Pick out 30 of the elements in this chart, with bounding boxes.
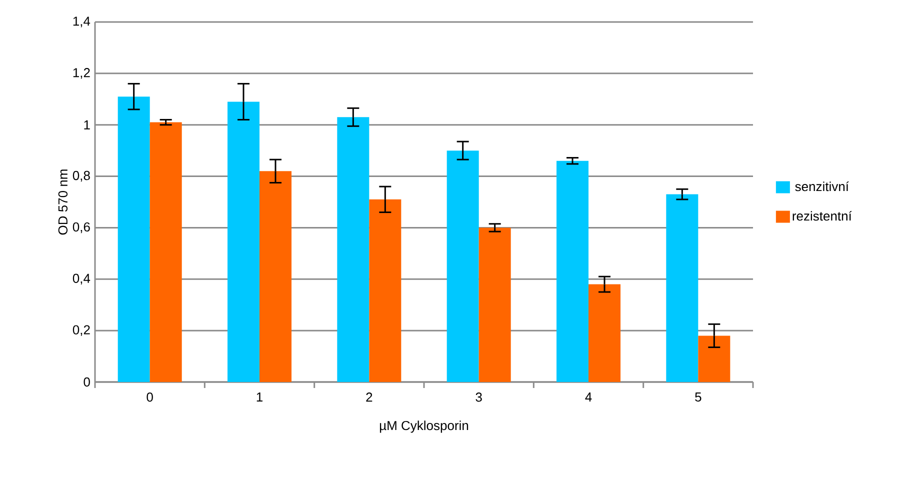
y-tick-label: 1,2 [73, 68, 90, 79]
x-tick-label: 0 [146, 392, 153, 402]
bar [446, 150, 479, 382]
bar [150, 122, 182, 382]
x-tick-label: 5 [695, 392, 702, 402]
x-tick-label: 2 [366, 392, 372, 402]
y-tick-label: 0,8 [72, 170, 90, 182]
bar [588, 284, 621, 382]
x-tick-label: 3 [476, 392, 482, 402]
bar [698, 336, 730, 382]
y-tick-label: 0,4 [72, 274, 90, 285]
y-axis-title: OD 570 nm [58, 170, 68, 235]
y-tick-label: 0 [84, 377, 90, 387]
y-tick-label: 0,2 [72, 325, 90, 336]
y-tick-label: 1,4 [73, 16, 90, 28]
x-tick-label: 4 [585, 392, 592, 402]
bar [228, 102, 260, 382]
bar [337, 117, 370, 382]
y-tick-label: 1 [84, 120, 90, 130]
bar [556, 160, 589, 382]
x-axis-title: µM Cyklosporin [380, 420, 468, 433]
bar [369, 199, 402, 382]
legend-label: rezistentní [792, 210, 852, 221]
y-tick-label: 0,6 [72, 222, 90, 234]
legend-label: senzitivní [795, 181, 849, 192]
bar [666, 194, 698, 382]
bar [118, 96, 150, 382]
x-tick-label: 1 [256, 392, 262, 402]
bar [478, 228, 511, 382]
bar [260, 171, 292, 382]
